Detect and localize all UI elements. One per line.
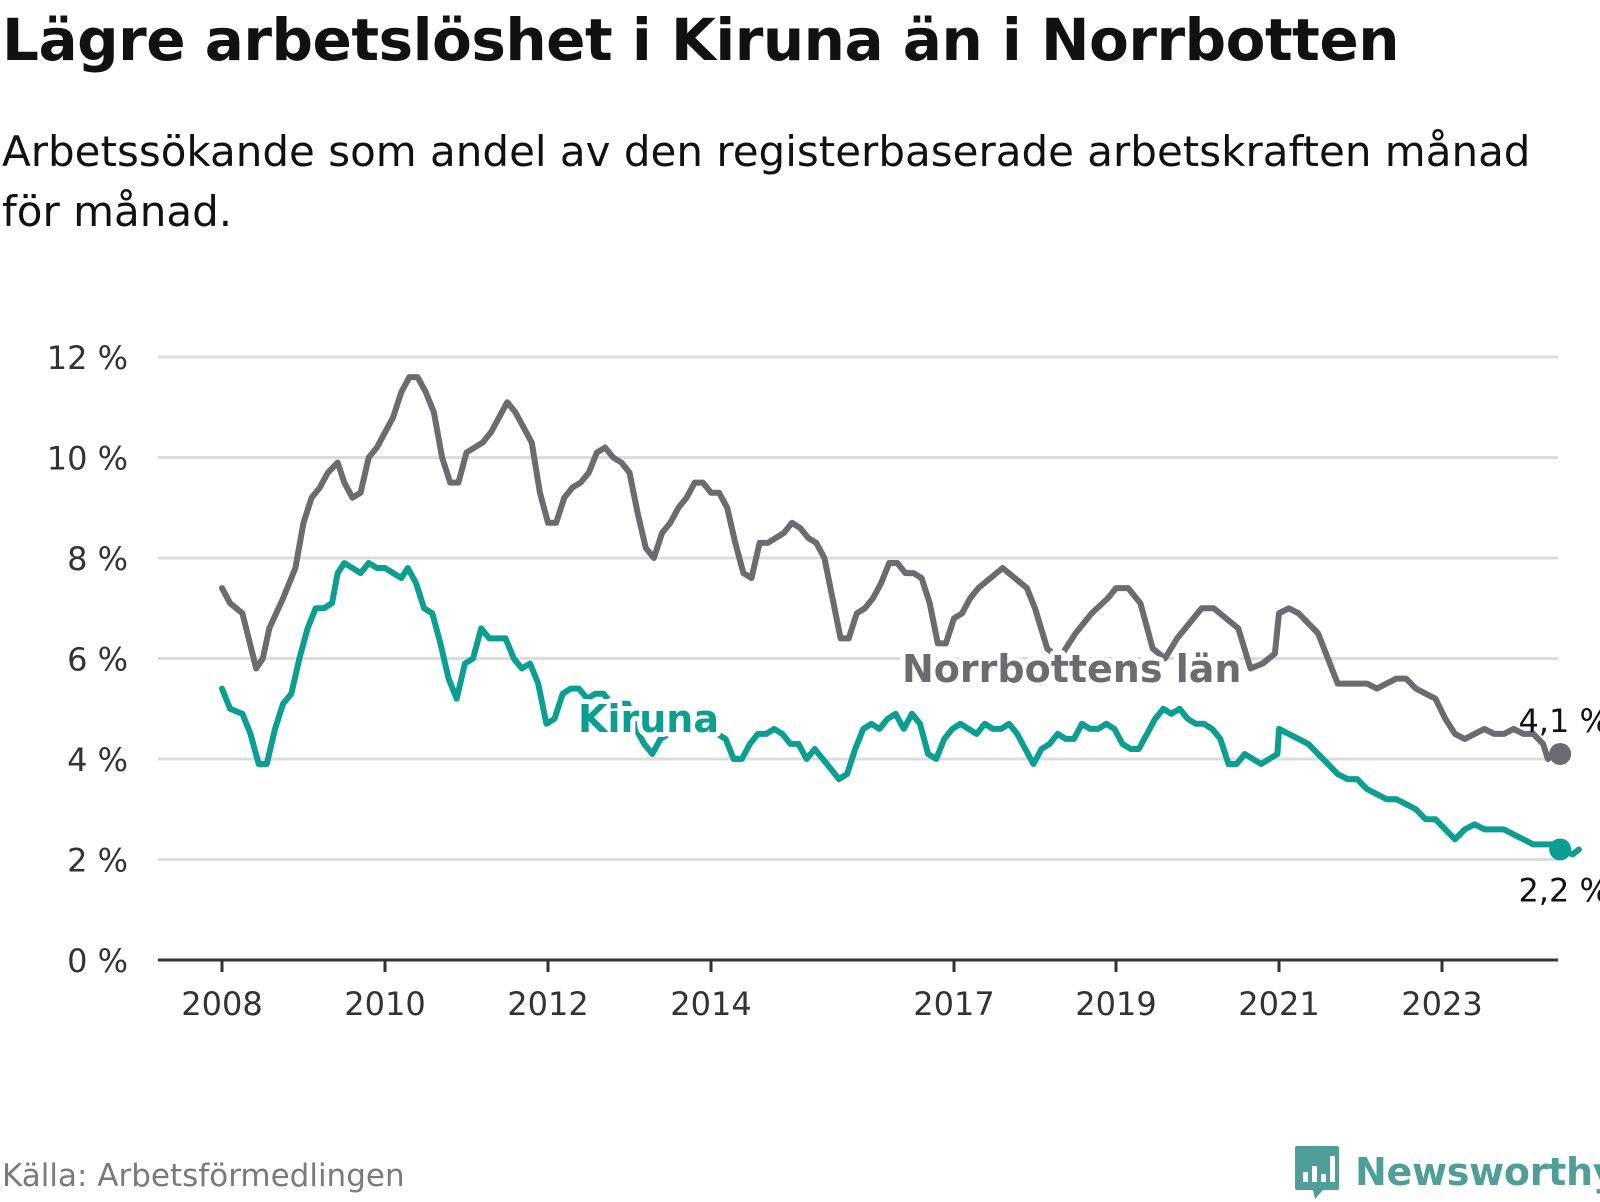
x-tick-label: 2014 bbox=[670, 985, 751, 1023]
norrbotten-series-label-halo: Norrbottens län bbox=[902, 647, 1241, 691]
norrbotten-end-label: 4,1 % bbox=[1518, 702, 1600, 740]
brand-name: Newsworthy bbox=[1355, 1150, 1600, 1194]
y-tick-label: 12 % bbox=[47, 339, 128, 377]
y-tick-label: 0 % bbox=[67, 942, 128, 980]
x-axis: 2008 2010 2012 2014 2017 2019 2021 2023 bbox=[158, 958, 1558, 1023]
chart-subtitle: Arbetssökande som andel av den registerb… bbox=[2, 127, 1531, 236]
chart-title: Lägre arbetslöshet i Kiruna än i Norrbot… bbox=[2, 6, 1400, 74]
x-tick-label: 2023 bbox=[1401, 985, 1482, 1023]
x-tick-label: 2012 bbox=[507, 985, 588, 1023]
y-tick-label: 10 % bbox=[47, 440, 128, 478]
y-tick-label: 8 % bbox=[67, 540, 128, 578]
source-note: Källa: Arbetsförmedlingen bbox=[2, 1158, 405, 1194]
norrbotten-line bbox=[219, 374, 1564, 762]
y-tick-label: 4 % bbox=[67, 741, 128, 779]
x-tick-label: 2010 bbox=[344, 985, 425, 1023]
x-tick-label: 2021 bbox=[1238, 985, 1319, 1023]
series-lines bbox=[219, 374, 1582, 861]
kiruna-series-label-halo: Kiruna bbox=[578, 697, 719, 741]
norrbotten-end-marker bbox=[1549, 742, 1572, 765]
x-tick-label: 2008 bbox=[181, 985, 262, 1023]
norrbotten-series-label: Norrbottens län bbox=[902, 647, 1241, 691]
gridlines bbox=[158, 355, 1558, 861]
newsworthy-logo-icon bbox=[1295, 1146, 1339, 1199]
kiruna-end-label: 2,2 % bbox=[1518, 871, 1600, 909]
line-chart: 0 % 2 % 4 % 6 % 8 % 10 % 12 % 2008 2010 2012 2014… bbox=[47, 339, 1600, 1023]
y-tick-label: 6 % bbox=[67, 641, 128, 679]
y-axis-tick-labels: 0 % 2 % 4 % 6 % 8 % 10 % 12 % bbox=[47, 339, 128, 980]
kiruna-end-marker bbox=[1549, 838, 1572, 861]
brand-logo[interactable]: Newsworthy bbox=[1293, 1142, 1600, 1202]
x-tick-label: 2017 bbox=[913, 985, 994, 1023]
x-tick-label: 2019 bbox=[1075, 985, 1156, 1023]
kiruna-series-label: Kiruna bbox=[578, 697, 719, 741]
y-tick-label: 2 % bbox=[67, 842, 128, 880]
kiruna-line bbox=[219, 560, 1582, 858]
